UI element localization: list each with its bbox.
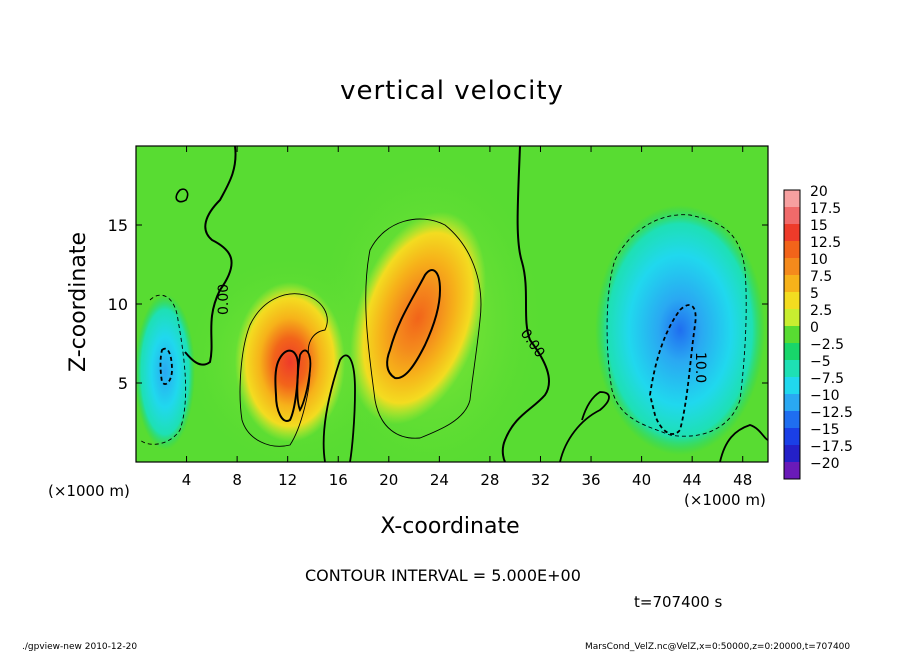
colorbar-label: −15: [810, 422, 840, 438]
colorbar-swatch: [784, 207, 800, 224]
colorbar-label: 5: [810, 286, 819, 302]
colorbar-label: 0: [810, 320, 819, 336]
colorbar-label: −10: [810, 388, 840, 404]
colorbar-swatch: [784, 326, 800, 343]
updraft-cell-2: [349, 211, 487, 425]
y-tick-label: 15: [108, 216, 128, 235]
colorbar-swatch: [784, 190, 800, 207]
colorbar-swatch: [784, 394, 800, 411]
colorbar-label: −2.5: [810, 337, 844, 353]
colorbar-swatch: [784, 377, 800, 394]
colorbar-label: 15: [810, 218, 828, 234]
x-tick-label: 12: [278, 471, 297, 489]
time-label: t=707400 s: [634, 593, 723, 611]
colorbar-swatch: [784, 241, 800, 258]
x-tick-label: 48: [733, 471, 752, 489]
colorbar-frame: [783, 189, 801, 480]
downdraft-cell-2: [595, 205, 765, 455]
x-axis-label: X-coordinate: [380, 514, 520, 539]
colorbar-label: −12.5: [810, 405, 853, 421]
colorbar-label: 2.5: [810, 303, 832, 319]
x-tick-label: 24: [430, 471, 449, 489]
colorbar-label: 7.5: [810, 269, 832, 285]
chart-title: vertical velocity: [340, 76, 564, 106]
colorbar-label: 12.5: [810, 235, 841, 251]
colorbar-swatch: [784, 411, 800, 428]
heatmap-field: [136, 146, 768, 462]
colorbar-swatch: [784, 343, 800, 360]
colorbar-label: −7.5: [810, 371, 844, 387]
x-tick-label: 32: [531, 471, 550, 489]
colorbar-label: 17.5: [810, 201, 841, 217]
x-tick-label: 20: [379, 471, 398, 489]
x-tick-label: 8: [232, 471, 242, 489]
x-tick-label: 4: [182, 471, 192, 489]
x-tick-label: 28: [480, 471, 499, 489]
footer-left: ./gpview-new 2010-12-20: [22, 642, 138, 652]
x-axis: 4 8 12 16 20 24 28 32 36 40 44 48: [182, 146, 752, 489]
contour-label: 0.00: [216, 284, 232, 315]
colorbar-swatch: [784, 275, 800, 292]
colorbar-swatch: [784, 292, 800, 309]
colorbar-swatch: [784, 224, 800, 241]
downdraft-cell-1: [136, 294, 195, 450]
colorbar-label: 10: [810, 252, 828, 268]
y-tick-label: 5: [118, 374, 128, 393]
contour-label: 10.0: [692, 352, 708, 383]
colorbar-swatch: [784, 462, 800, 479]
colorbar-label: −5: [810, 354, 831, 370]
colorbar: 2017.51512.5107.552.50−2.5−5−7.5−10−12.5…: [783, 184, 853, 480]
colorbar-swatch: [784, 445, 800, 462]
colorbar-swatch: [784, 309, 800, 326]
colorbar-label: 20: [810, 184, 828, 200]
contour-interval-label: CONTOUR INTERVAL = 5.000E+00: [305, 566, 581, 585]
colorbar-label: −20: [810, 456, 840, 472]
colorbar-label: −17.5: [810, 439, 853, 455]
x-tick-label: 44: [683, 471, 702, 489]
x-tick-label: 40: [632, 471, 651, 489]
x-unit-label: (×1000 m): [48, 482, 130, 500]
colorbar-swatch: [784, 428, 800, 445]
x-unit-label: (×1000 m): [684, 491, 766, 509]
colorbar-swatch: [784, 258, 800, 275]
updraft-cell-1: [235, 282, 345, 442]
x-tick-label: 36: [581, 471, 600, 489]
y-axis: 5 10 15: [108, 216, 768, 393]
footer-right: MarsCond_VelZ.nc@VelZ,x=0:50000,z=0:2000…: [585, 642, 851, 652]
y-tick-label: 10: [108, 295, 128, 314]
colorbar-swatch: [784, 360, 800, 377]
y-axis-label: Z-coordinate: [66, 232, 91, 372]
x-tick-label: 16: [329, 471, 348, 489]
